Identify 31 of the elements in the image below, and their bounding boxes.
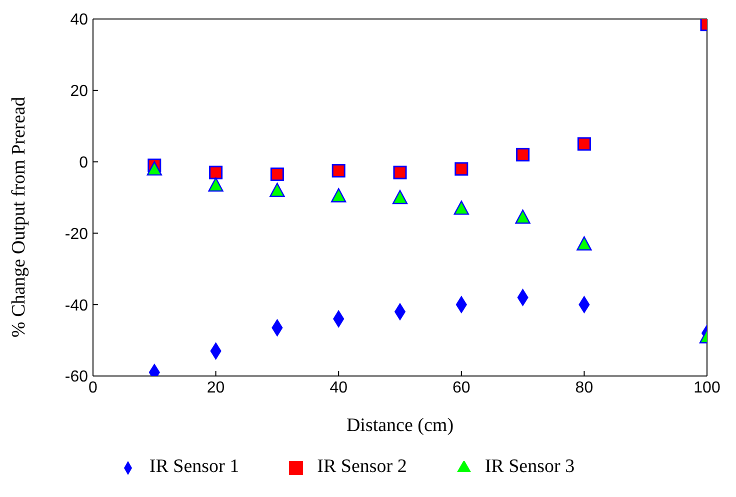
point — [209, 166, 223, 180]
y-tick-label: 40 — [70, 12, 88, 29]
x-tick-label: 100 — [694, 379, 720, 396]
x-tick-label: 40 — [330, 379, 348, 396]
x-tick-label: 20 — [206, 379, 225, 396]
legend-label: IR Sensor 1 — [149, 456, 240, 477]
point — [576, 236, 592, 251]
y-tick-label: -40 — [64, 297, 88, 314]
y-tick-label: 20 — [70, 83, 88, 100]
point — [454, 162, 468, 176]
point — [332, 164, 346, 178]
point — [270, 168, 284, 182]
point — [516, 148, 530, 162]
y-axis-title: % Change Output from Preread — [8, 96, 30, 338]
point — [270, 182, 285, 197]
point — [208, 177, 224, 192]
point — [146, 161, 162, 176]
point — [392, 190, 408, 204]
y-tick-label: 0 — [79, 154, 88, 172]
legend-label: IR Sensor 3 — [484, 456, 575, 477]
point — [577, 137, 591, 151]
y-tick-label: -60 — [64, 368, 88, 386]
x-axis-title: Distance (cm) — [346, 415, 454, 436]
point — [454, 200, 469, 215]
y-tick-label: -20 — [64, 226, 88, 243]
point — [331, 188, 346, 202]
x-tick-label: 80 — [575, 379, 594, 396]
point — [393, 166, 407, 180]
legend-label: IR Sensor 2 — [317, 456, 407, 477]
point — [515, 210, 530, 224]
x-tick-label: 60 — [452, 379, 470, 396]
